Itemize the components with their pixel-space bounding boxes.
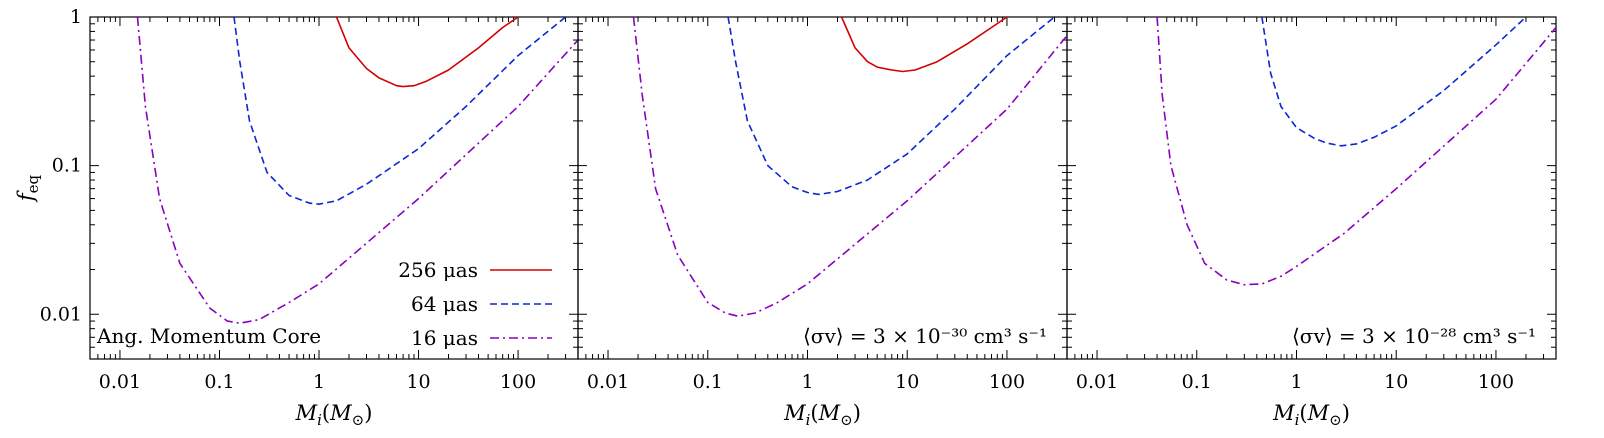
legend-label: 64 μas	[411, 292, 478, 316]
panel-annotation: ⟨σv⟩ = 3 × 10⁻³⁰ cm³ s⁻¹	[803, 324, 1047, 348]
y-axis-label: feq	[14, 174, 42, 203]
series-line-dashdot	[632, 17, 1067, 318]
y-tick-label: 0.1	[52, 155, 82, 177]
y-ticks	[1067, 16, 1556, 360]
x-ticks	[89, 17, 579, 359]
series-line-solid	[335, 17, 519, 88]
legend-label: 16 μas	[411, 326, 478, 350]
series-line-dashed	[1261, 17, 1527, 147]
series-line-dashdot	[1156, 17, 1556, 286]
x-axis-label: Mi(M⊙)	[1272, 401, 1350, 429]
panel-annotation: ⟨σv⟩ = 3 × 10⁻²⁸ cm³ s⁻¹	[1292, 324, 1536, 348]
x-tick-label: 100	[1478, 371, 1514, 393]
x-ticks	[577, 17, 1068, 359]
series-lines	[632, 17, 1067, 318]
series-lines	[1156, 17, 1556, 286]
x-tick-label: 0.1	[693, 371, 723, 393]
x-tick-label: 10	[895, 371, 919, 393]
legend: 256 μas 64 μas 16 μas	[398, 258, 552, 350]
x-tick-label: 0.01	[587, 371, 629, 393]
x-tick-label: 0.01	[1076, 371, 1118, 393]
series-line-dashed	[727, 17, 1056, 196]
plot-frame	[1066, 16, 1557, 360]
x-tick-label: 10	[1384, 371, 1408, 393]
chart-panel-2: 0.01 0.1 1 10 100 Mi(M⊙) ⟨σv⟩ = 3 × 10⁻³⁰ cm³ …	[577, 16, 1068, 429]
legend-label: 256 μas	[398, 258, 478, 282]
y-ticks	[578, 16, 1067, 360]
x-tick-label: 100	[989, 371, 1025, 393]
x-tick-label: 0.01	[99, 371, 141, 393]
series-lines	[136, 17, 578, 325]
x-axis-label: Mi(M⊙)	[295, 401, 373, 429]
x-tick-label: 1	[1290, 371, 1302, 393]
chart-panel-3: 0.01 0.1 1 10 100 Mi(M⊙) ⟨σv⟩ = 3 × 10⁻²⁸ cm³ …	[1066, 16, 1557, 429]
chart-panel-1: 0.01 0.1 1 10 100 0.01 0.1 1 Mi(M⊙) feq 256 μas 64 …	[14, 6, 579, 429]
x-tick-label: 10	[406, 371, 430, 393]
series-line-dashdot	[136, 17, 578, 325]
panel-annotation: Ang. Momentum Core	[96, 324, 321, 348]
x-tick-label: 100	[500, 371, 536, 393]
y-tick-label: 0.01	[40, 303, 82, 325]
x-ticks	[1066, 17, 1557, 359]
y-tick-label: 1	[70, 6, 82, 28]
series-line-dashed	[233, 17, 567, 205]
series-line-solid	[840, 17, 1008, 73]
x-tick-label: 0.1	[1182, 371, 1212, 393]
x-tick-label: 0.1	[204, 371, 234, 393]
x-tick-label: 1	[801, 371, 813, 393]
x-tick-label: 1	[313, 371, 325, 393]
x-axis-label: Mi(M⊙)	[783, 401, 861, 429]
